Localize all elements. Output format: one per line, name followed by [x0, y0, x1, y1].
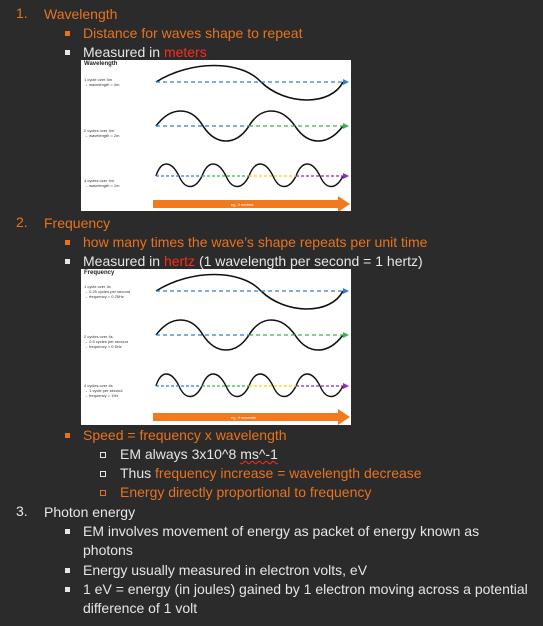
unit-prefix: Measured in — [83, 253, 164, 269]
photon-line-2: photons — [83, 542, 133, 558]
em-speed-prefix: EM always 3x10^8 — [120, 446, 241, 462]
section-number: 3. — [16, 503, 28, 519]
ev-definition-line-2: difference of 1 volt — [83, 600, 198, 616]
unit-meters: meters — [163, 44, 207, 60]
bullet-icon — [65, 587, 70, 592]
bullet-icon — [65, 433, 70, 438]
section-title-frequency: Frequency — [44, 215, 111, 231]
bullet-icon — [65, 50, 70, 55]
wavelength-definition: Distance for waves shape to repeat — [83, 25, 303, 41]
bullet-icon — [65, 529, 70, 534]
photon-line-1: EM involves movement of energy as packet… — [83, 523, 480, 539]
wavelength-unit-line: Measured in meters — [83, 43, 207, 61]
frequency-unit-line: Measured in hertz (1 wavelength per seco… — [83, 252, 423, 270]
wavelength-figure: Wavelength 1 cycle over 4m → wavelength … — [81, 60, 351, 211]
inverse-relation: Thus frequency increase = wavelength dec… — [120, 464, 422, 482]
axis-label: eg. 4 metres — [231, 202, 254, 207]
sub-bullet-icon — [100, 452, 106, 458]
sub-bullet-icon — [100, 471, 106, 477]
sub-bullet-icon — [100, 490, 106, 496]
figure-title: Wavelength — [84, 61, 118, 67]
bullet-icon — [65, 568, 70, 573]
bullet-icon — [65, 259, 70, 264]
em-speed-unit: ms^-1 — [240, 446, 278, 462]
section-number: 1. — [16, 5, 28, 21]
row-label: 2 cycles over 4s → 0.5 cycles per second… — [84, 334, 128, 349]
bullet-icon — [65, 240, 70, 245]
unit-prefix: Measured in — [83, 44, 164, 60]
frequency-definition: how many times the wave’s shape repeats … — [83, 234, 428, 250]
section-title-wavelength: Wavelength — [44, 6, 118, 22]
axis-label: eg. 4 seconds — [231, 415, 256, 420]
bullet-icon — [65, 31, 70, 36]
row-label: 4 cycles over 4m → wavelength = 1m — [84, 178, 120, 188]
section-title-photon-energy: Photon energy — [44, 504, 136, 520]
unit-hertz: hertz — [163, 253, 196, 269]
section-number: 2. — [16, 214, 28, 230]
row-label: 1 cycle over 4s → 0.25 cycles per second… — [84, 284, 131, 299]
energy-frequency: Energy directly proportional to frequenc… — [120, 484, 372, 500]
figure-title: Frequency — [84, 270, 115, 276]
frequency-figure: Frequency 1 cycle over 4s → 0.25 cycles … — [81, 269, 351, 425]
row-label: 1 cycle over 4m → wavelength = 4m — [84, 77, 120, 87]
inverse-highlight: frequency increase = wavelength decrease — [155, 465, 422, 481]
wave-diagram — [153, 64, 350, 211]
inverse-prefix: Thus — [120, 465, 156, 481]
wave-diagram — [153, 273, 350, 425]
unit-suffix: (1 wavelength per second = 1 hertz) — [195, 253, 423, 269]
electron-volts: Energy usually measured in electron volt… — [83, 562, 368, 578]
ev-definition-line-1: 1 eV = energy (in joules) gained by 1 el… — [83, 581, 528, 597]
em-speed: EM always 3x10^8 ms^-1 — [120, 445, 278, 463]
row-label: 2 cycles over 4m → wavelength = 2m — [84, 128, 120, 138]
row-label: 4 cycles over 4s → 1 cycle per second → … — [84, 383, 123, 398]
speed-formula: Speed = frequency x wavelength — [83, 427, 287, 443]
